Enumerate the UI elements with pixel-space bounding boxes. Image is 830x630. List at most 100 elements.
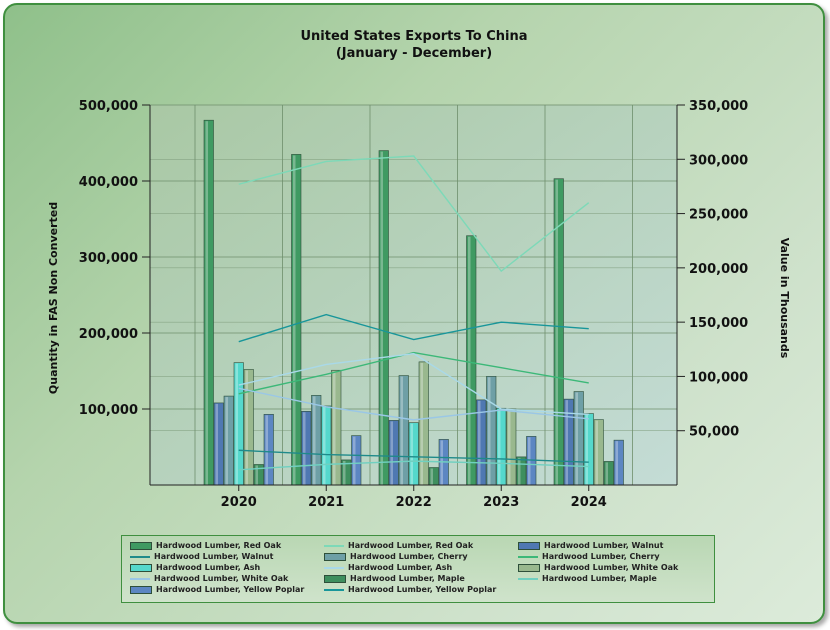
legend-label: Hardwood Lumber, Red Oak: [156, 541, 282, 550]
chart-title: United States Exports To China: [300, 29, 527, 44]
y-tick-label: 300,000: [79, 251, 138, 266]
bar: [563, 398, 574, 486]
y-tick-label: 200,000: [79, 327, 138, 342]
y-tick-label: 100,000: [79, 403, 138, 418]
bar-highlight: [343, 460, 346, 485]
bar-highlight: [205, 121, 208, 485]
bar-highlight: [323, 406, 326, 485]
bar-highlight: [265, 415, 268, 485]
y2-tick-label: 100,000: [689, 370, 748, 385]
bar: [593, 419, 604, 486]
bar-highlight: [585, 414, 588, 485]
bar-highlight: [225, 397, 228, 485]
y-tick-label: 500,000: [79, 99, 138, 114]
legend-line-swatch: [518, 577, 538, 580]
bar-highlight: [293, 155, 296, 485]
legend-bar-swatch: [130, 541, 152, 550]
y2-axis-title: Value in Thousands: [778, 238, 791, 359]
bar: [496, 407, 507, 486]
bar-highlight: [488, 377, 491, 485]
x-tick-label: 2021: [308, 495, 344, 510]
legend-label: Hardwood Lumber, Red Oak: [348, 541, 474, 550]
bar: [351, 435, 362, 486]
legend-item: Hardwood Lumber, Yellow Poplar: [324, 584, 496, 595]
x-tick-label: 2020: [221, 495, 257, 510]
bar: [398, 375, 409, 486]
bar: [321, 405, 332, 486]
legend-item: Hardwood Lumber, Red Oak: [130, 540, 281, 551]
bar: [301, 410, 312, 486]
legend-label: Hardwood Lumber, Maple: [350, 574, 465, 583]
bar-highlight: [478, 400, 481, 485]
legend-label: Hardwood Lumber, Walnut: [154, 552, 274, 561]
bar-highlight: [235, 363, 238, 485]
bar-highlight: [575, 392, 578, 485]
bar-highlight: [255, 465, 258, 485]
bar-highlight: [313, 396, 316, 485]
legend-item: Hardwood Lumber, Ash: [324, 562, 452, 573]
bar-highlight: [615, 441, 618, 485]
bar: [428, 467, 439, 486]
y-axis-title: Quantity in FAS Non Converted: [47, 202, 60, 394]
legend-bar-swatch: [130, 563, 152, 572]
bar-highlight: [333, 371, 336, 485]
bar-highlight: [605, 462, 608, 485]
bar: [408, 422, 419, 486]
series-line: [238, 351, 589, 395]
legend-line-swatch: [324, 588, 344, 591]
y-tick-label: 400,000: [79, 175, 138, 190]
bar: [311, 395, 322, 486]
bar-highlight: [430, 468, 433, 485]
bar: [378, 150, 389, 486]
bar: [516, 456, 527, 486]
series-line: [238, 155, 590, 273]
bar-highlight: [565, 400, 568, 485]
x-tick-label: 2022: [396, 495, 432, 510]
legend-label: Hardwood Lumber, Walnut: [544, 541, 664, 550]
legend-line-swatch: [324, 566, 344, 569]
x-tick-label: 2023: [483, 495, 519, 510]
bar-highlight: [380, 151, 383, 485]
bar-highlight: [528, 437, 531, 485]
legend-item: Hardwood Lumber, Maple: [324, 573, 465, 584]
bar-highlight: [215, 403, 218, 485]
x-tick-label: 2024: [571, 495, 607, 510]
legend-line-swatch: [130, 577, 150, 580]
legend-item: Hardwood Lumber, Maple: [518, 573, 657, 584]
legend-label: Hardwood Lumber, Ash: [156, 563, 261, 572]
y2-tick-label: 150,000: [689, 316, 748, 331]
legend-item: Hardwood Lumber, Ash: [130, 562, 260, 573]
legend-label: Hardwood Lumber, Maple: [542, 574, 657, 583]
legend-bar-swatch: [324, 552, 346, 561]
bar-highlight: [468, 236, 471, 485]
bar: [233, 362, 244, 486]
bar-highlight: [390, 421, 393, 485]
bar-highlight: [555, 179, 558, 485]
legend-line-swatch: [518, 555, 538, 558]
bar: [213, 402, 224, 486]
bar-highlight: [518, 457, 521, 485]
legend-item: Hardwood Lumber, Yellow Poplar: [130, 584, 304, 595]
chart-frame: United States Exports To China (January …: [3, 3, 825, 624]
legend-item: Hardwood Lumber, Cherry: [324, 551, 468, 562]
y2-tick-label: 350,000: [689, 99, 748, 114]
legend-label: Hardwood Lumber, Yellow Poplar: [156, 585, 305, 594]
bar: [486, 376, 497, 486]
bar-highlight: [410, 423, 413, 485]
series-line: [238, 387, 589, 421]
bar: [506, 408, 517, 486]
legend: Hardwood Lumber, Red Oak Hardwood Lumber,…: [121, 535, 715, 603]
bar-highlight: [508, 410, 511, 485]
bar: [243, 369, 254, 486]
legend-label: Hardwood Lumber, Yellow Poplar: [348, 585, 497, 594]
bar-highlight: [420, 362, 423, 485]
y2-tick-label: 50,000: [689, 425, 739, 440]
legend-item: Hardwood Lumber, Cherry: [518, 551, 660, 562]
bar: [603, 461, 614, 486]
bar: [573, 391, 584, 486]
series-line: [238, 313, 589, 343]
legend-bar-swatch: [518, 563, 540, 572]
bar: [613, 439, 624, 486]
bar: [583, 413, 594, 486]
bar-highlight: [440, 440, 443, 485]
